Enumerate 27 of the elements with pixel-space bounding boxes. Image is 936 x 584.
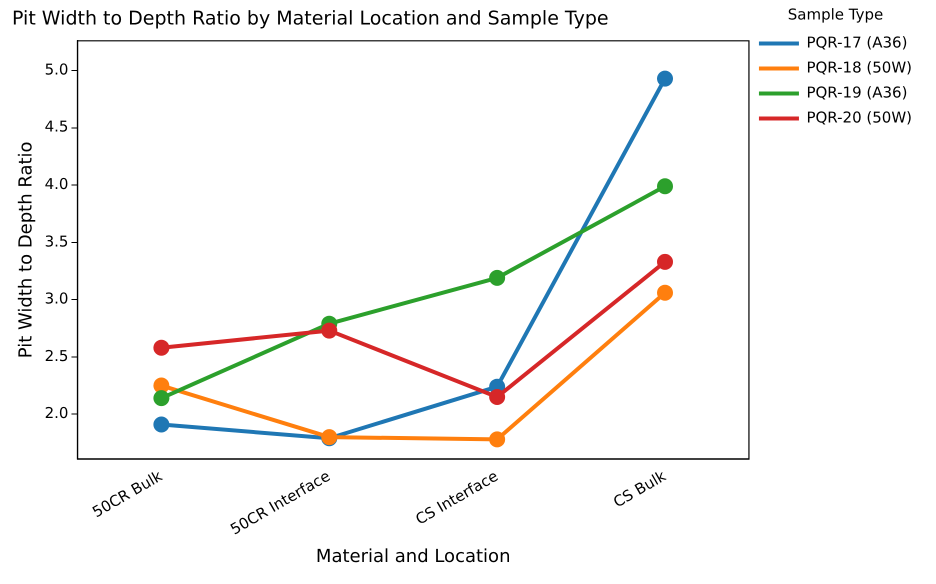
- y-tick-label: 5.0: [44, 60, 68, 78]
- legend-label: PQR-20 (50W): [806, 108, 912, 126]
- point: [489, 431, 506, 448]
- point: [153, 416, 170, 432]
- y-tick-label: 3.0: [44, 290, 68, 308]
- point: [489, 389, 506, 406]
- y-axis-title: Pit Width to Depth Ratio: [15, 141, 36, 358]
- point: [153, 390, 170, 406]
- point: [657, 70, 674, 87]
- x-axis-title: Material and Location: [316, 546, 510, 567]
- y-tick-label: 3.5: [44, 232, 68, 250]
- y-tick-label: 4.5: [44, 118, 68, 136]
- chart-title: Pit Width to Depth Ratio by Material Location and Sample Type: [12, 7, 609, 30]
- point: [321, 322, 338, 339]
- y-tick-label: 4.0: [44, 175, 68, 194]
- point: [657, 178, 674, 194]
- legend-label: PQR-18 (50W): [806, 58, 912, 76]
- y-tick-label: 2.0: [44, 404, 68, 422]
- point: [657, 254, 674, 270]
- point: [657, 284, 674, 301]
- y-tick-label: 2.5: [44, 346, 68, 365]
- x-tick-label: CS Bulk: [610, 466, 670, 512]
- legend-title: Sample Type: [788, 5, 884, 24]
- point: [489, 270, 506, 286]
- point: [153, 340, 170, 356]
- legend-label: PQR-19 (A36): [806, 83, 908, 102]
- legend-label: PQR-17 (A36): [806, 33, 908, 52]
